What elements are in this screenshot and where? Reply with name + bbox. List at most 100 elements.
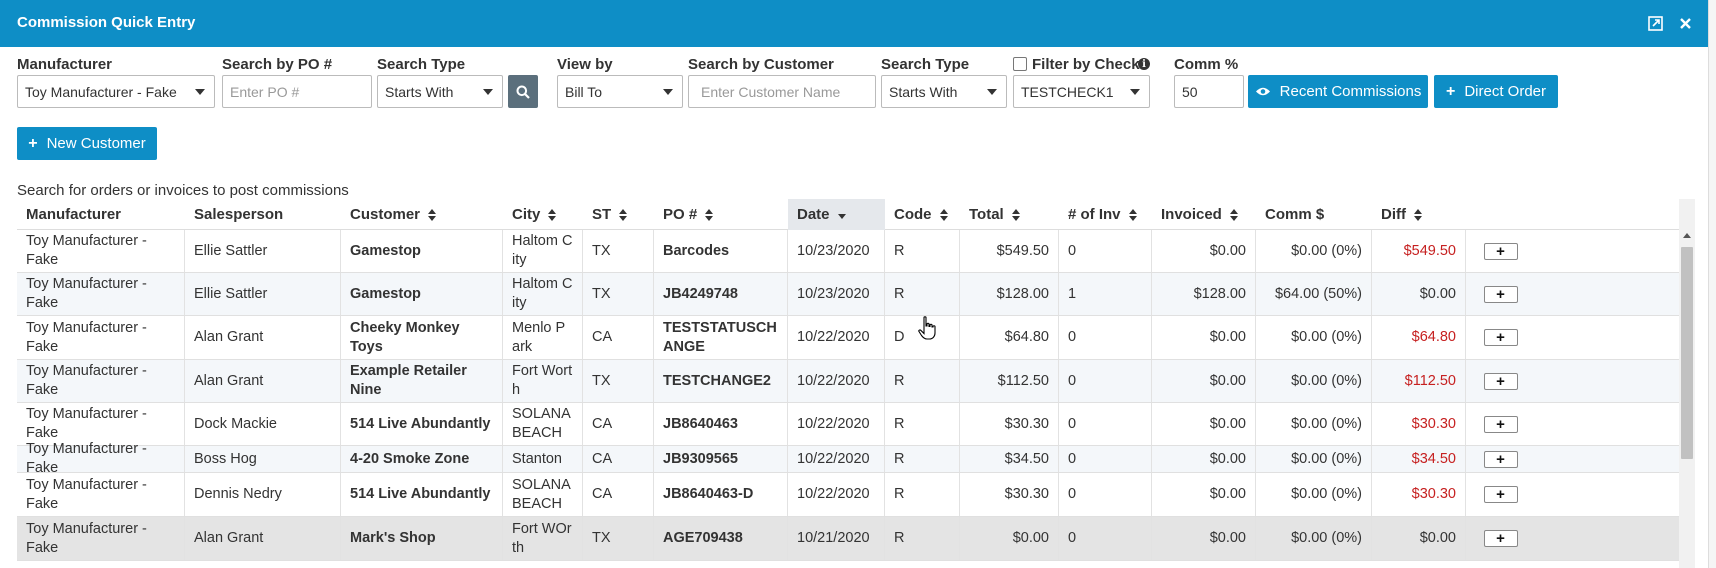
col-header-inv-count[interactable]: # of Inv [1059,199,1152,230]
col-header-customer[interactable]: Customer [341,199,503,230]
col-header-diff[interactable]: Diff [1372,199,1466,230]
comm-percent-value: 50 [1182,83,1198,100]
cell-text: Haltom City [512,233,573,268]
cell-text: $64.80 [1004,329,1049,345]
new-customer-button[interactable]: + New Customer [17,127,157,160]
cell-text: Toy Manufacturer - Fake [26,476,147,512]
po-search-placeholder: Enter PO # [230,83,300,100]
customer-search-input[interactable]: Enter Customer Name [688,75,876,108]
add-commission-button[interactable]: + [1483,530,1518,547]
cell-text: 4-20 Smoke Zone [350,450,470,467]
search-type-2-select[interactable]: Starts With [881,75,1007,108]
table-row[interactable]: Toy Manufacturer - Fake Alan Grant Mark's … [17,517,1681,561]
add-commission-button[interactable]: + [1483,450,1518,468]
cell-text: Mark's Shop [350,530,436,546]
add-commission-button[interactable]: + [1483,486,1518,503]
add-commission-button[interactable]: + [1483,415,1518,433]
cell-text: CA [592,415,613,432]
table-header: Manufacturer Salesperson Customer City ST PO … [17,199,1681,230]
cell-text: $0.00 [1209,530,1246,546]
recent-commissions-button[interactable]: Recent Commissions [1248,75,1428,108]
col-header-code[interactable]: Code [885,199,960,230]
filter-by-check-checkbox[interactable] [1013,57,1027,71]
scrollbar-thumb[interactable] [1681,247,1693,459]
cell-code: R [885,517,960,560]
col-header-st[interactable]: ST [583,199,654,230]
cell-po: Barcodes [654,230,788,272]
cell-date: 10/21/2020 [788,517,885,560]
search-type-select[interactable]: Starts With [377,75,503,108]
table-row[interactable]: Toy Manufacturer - Fake Boss Hog 4-20 Smok… [17,441,1681,476]
cell-text: Toy Manufacturer - Fake [26,406,147,441]
search-type-label: Search Type [377,56,466,73]
cell-text: $0.00 [1419,530,1456,546]
cell-text: Toy Manufacturer - Fake [26,276,147,311]
cell-text: Boss Hog [194,450,257,467]
cell-total: $128.00 [960,273,1059,315]
table-row[interactable]: Toy Manufacturer - Fake Alan Grant Example… [17,360,1681,403]
col-header-city[interactable]: City [503,199,583,230]
cell-text: R [894,372,905,389]
cell-st: CA [583,316,654,359]
po-search-button[interactable] [508,75,538,108]
cell-text: TX [592,372,611,389]
cell-diff: $0.00 [1372,273,1466,315]
table-row[interactable]: Toy Manufacturer - Fake Dennis Nedry 514 L… [17,473,1681,517]
direct-order-button[interactable]: + Direct Order [1434,75,1558,108]
cell-salesperson: Ellie Sattler [185,273,341,315]
cell-code: D [885,316,960,359]
table-row[interactable]: Toy Manufacturer - Fake Alan Grant Cheeky … [17,316,1681,360]
chevron-down-icon [195,89,205,95]
cell-manufacturer: Toy Manufacturer - Fake [17,517,185,560]
cell-total: $30.30 [960,473,1059,516]
cell-text: R [894,486,905,502]
cell-invoiced: $0.00 [1152,360,1256,402]
new-customer-label: New Customer [46,135,146,152]
cell-code: R [885,230,960,272]
maximize-icon[interactable] [1645,13,1665,33]
cell-total: $30.30 [960,403,1059,445]
cell-text: $34.50 [1004,450,1049,467]
close-icon[interactable] [1675,13,1695,33]
cell-text: 0 [1068,415,1077,432]
col-header-po[interactable]: PO # [654,199,788,230]
cell-customer: Example Retailer Nine [341,360,503,402]
table-row[interactable]: Toy Manufacturer - Fake Ellie Sattler Game… [17,273,1681,316]
cell-customer: 514 Live Abundantly [341,473,503,516]
cell-customer: 4-20 Smoke Zone [341,446,503,472]
cell-text: $64.00 (50%) [1274,285,1362,302]
info-icon[interactable]: i [1138,58,1150,70]
manufacturer-select[interactable]: Toy Manufacturer - Fake [17,75,215,108]
scroll-up-icon[interactable] [1683,233,1691,238]
recent-commissions-label: Recent Commissions [1279,83,1422,100]
cell-total: $0.00 [960,517,1059,560]
cell-diff: $30.30 [1372,473,1466,516]
vertical-scrollbar[interactable] [1679,199,1695,568]
po-search-input[interactable]: Enter PO # [222,75,372,108]
sort-icon [1128,208,1137,221]
col-header-date[interactable]: Date [788,199,885,230]
comm-percent-input[interactable]: 50 [1174,75,1244,108]
direct-order-label: Direct Order [1464,83,1547,100]
cell-inv-count: 0 [1059,230,1152,272]
add-commission-button[interactable]: + [1483,329,1518,346]
add-commission-button[interactable]: + [1483,285,1518,303]
cell-text: $0.00 [1209,242,1246,259]
po-search-label: Search by PO # [222,56,333,73]
col-header-manufacturer: Manufacturer [17,199,185,230]
view-by-select[interactable]: Bill To [557,75,683,108]
hand-cursor-icon [918,316,936,340]
col-header-invoiced[interactable]: Invoiced [1152,199,1256,230]
check-select[interactable]: TESTCHECK1 [1013,75,1150,108]
cell-text: 10/22/2020 [797,329,870,345]
table-row[interactable]: Toy Manufacturer - Fake Ellie Sattler Game… [17,230,1681,273]
customer-search-label: Search by Customer [688,56,834,73]
col-header-total[interactable]: Total [960,199,1059,230]
cell-text: 0 [1068,486,1077,502]
add-commission-button[interactable]: + [1483,242,1518,260]
sort-icon [428,208,437,221]
cell-manufacturer: Toy Manufacturer - Fake [17,273,185,315]
table-row[interactable]: Toy Manufacturer - Fake Dock Mackie 514 Li… [17,403,1681,446]
add-commission-button[interactable]: + [1483,372,1518,390]
cell-text: $30.30 [1004,415,1049,432]
